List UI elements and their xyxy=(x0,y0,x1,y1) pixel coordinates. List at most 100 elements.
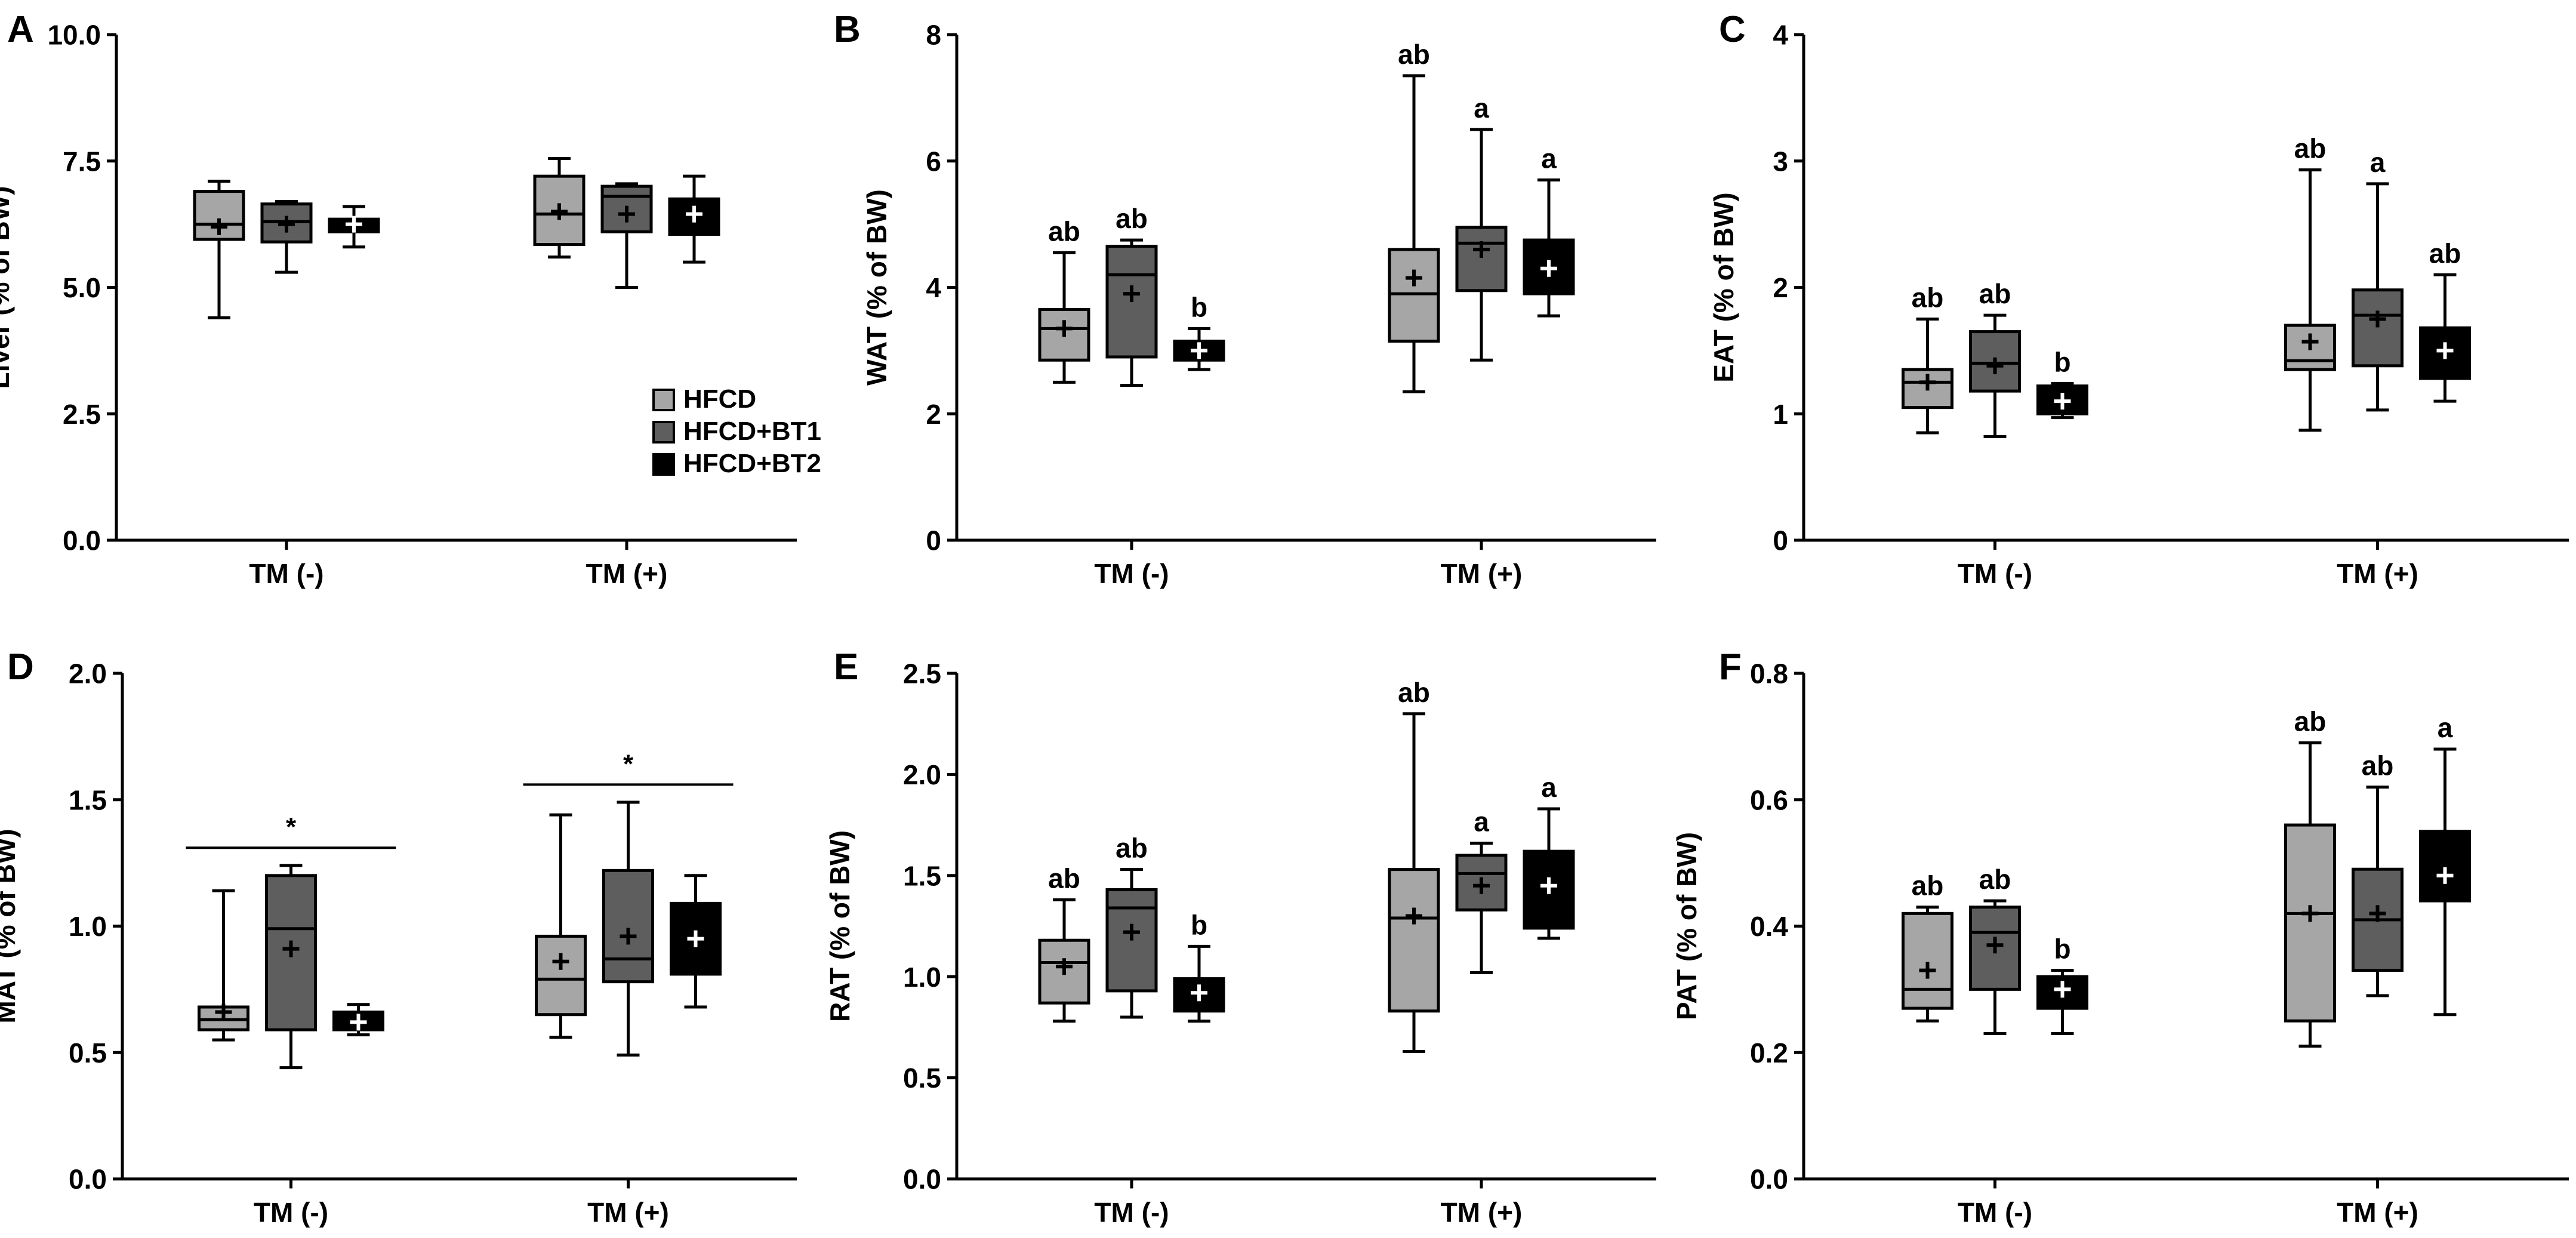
y-tick-label: 2.0 xyxy=(69,658,107,689)
box-hfcd-bt2-tm-pos: ab xyxy=(2419,238,2471,403)
x-tick-label: TM (-) xyxy=(1958,1197,2032,1228)
y-tick-label: 2 xyxy=(926,399,941,430)
x-tick-label: TM (-) xyxy=(1094,1197,1169,1228)
y-tick-label: 0.4 xyxy=(1750,911,1788,942)
significance-letter: a xyxy=(2370,147,2386,178)
box-hfcd-tm-neg: ab xyxy=(1902,282,1953,435)
y-tick-label: 1.5 xyxy=(903,860,941,891)
panel-letter: A xyxy=(7,9,34,50)
y-tick-label: 4 xyxy=(926,272,941,303)
significance-letter: ab xyxy=(1048,215,1080,247)
panel-letter: E xyxy=(834,646,858,688)
box-hfcd-tm-pos: ab xyxy=(1388,39,1440,393)
panel-F: F 0.0 0.2 0.4 0.6 0.8 PAT (% of BW) TM (-) TM (+… xyxy=(1671,646,2569,1228)
box-hfcd-bt1-tm-neg: ab xyxy=(1969,278,2021,438)
box-hfcd-bt2-tm-neg: b xyxy=(1173,909,1225,1023)
box-hfcd-tm-neg: ab xyxy=(1902,870,1953,1023)
box-iqr xyxy=(1388,248,1440,343)
y-tick-label: 2.0 xyxy=(903,759,941,790)
y-tick-label: 0.6 xyxy=(1750,784,1788,815)
box-hfcd-bt1-tm-neg: ab xyxy=(1969,864,2021,1035)
box-iqr xyxy=(1523,238,1575,295)
significance-letter: b xyxy=(2054,346,2070,377)
box-hfcd-tm-pos xyxy=(533,157,586,259)
y-tick-label: 6 xyxy=(926,146,941,177)
significance-letter: ab xyxy=(1398,39,1430,70)
box-hfcd-tm-pos: ab xyxy=(2284,706,2336,1048)
y-tick-label: 2.5 xyxy=(63,399,101,430)
box-hfcd-bt1-tm-pos: a xyxy=(1455,806,1508,974)
panel-A: A 0.0 2.5 5.0 7.5 10.0 Liver (% of BW) TM (-) TM… xyxy=(0,9,821,589)
significance-star: * xyxy=(623,749,634,778)
box-hfcd-tm-neg xyxy=(193,180,245,319)
y-tick-label: 5.0 xyxy=(63,272,101,303)
box-hfcd-bt2-tm-neg: b xyxy=(1173,291,1225,371)
y-tick-label: 0.5 xyxy=(903,1063,941,1094)
significance-letter: ab xyxy=(1048,863,1080,894)
significance-letter: a xyxy=(1541,772,1557,803)
y-tick-label: 10.0 xyxy=(47,20,101,51)
box-hfcd-tm-pos: ab xyxy=(1388,677,1440,1054)
panel-letter: C xyxy=(1719,9,1746,50)
y-tick-label: 3 xyxy=(1773,146,1788,177)
y-tick-label: 2 xyxy=(1773,272,1788,303)
box-hfcd-bt1-tm-neg xyxy=(260,200,313,274)
box-iqr xyxy=(2284,823,2336,1023)
y-tick-label: 1.0 xyxy=(69,911,107,942)
box-iqr xyxy=(1455,226,1508,292)
y-axis-label: RAT (% of BW) xyxy=(824,830,855,1022)
significance-letter: ab xyxy=(1398,677,1430,708)
significance-letter: a xyxy=(1541,143,1557,174)
significance-letter: ab xyxy=(2362,750,2394,781)
panel-letter: B xyxy=(834,9,861,50)
box-hfcd-tm-pos xyxy=(535,813,587,1039)
significance-letter: ab xyxy=(1912,870,1944,901)
box-hfcd-bt1-tm-pos: ab xyxy=(2352,750,2404,997)
significance-letter: ab xyxy=(1116,203,1148,234)
box-hfcd-bt2-tm-pos xyxy=(668,174,720,264)
y-tick-label: 0.0 xyxy=(69,1164,107,1195)
box-hfcd-tm-pos: ab xyxy=(2284,133,2336,432)
legend-label: HFCD+BT2 xyxy=(683,449,821,478)
legend-swatch xyxy=(652,389,675,411)
box-hfcd-bt1-tm-pos: a xyxy=(2352,147,2404,412)
legend-swatch xyxy=(652,421,675,444)
y-tick-label: 2.5 xyxy=(903,658,941,689)
box-iqr xyxy=(535,934,587,1017)
box-hfcd-bt2-tm-neg xyxy=(328,205,380,249)
significance-letter: ab xyxy=(1116,833,1148,864)
y-tick-label: 1.0 xyxy=(903,962,941,993)
box-hfcd-bt1-tm-pos: a xyxy=(1455,93,1508,362)
box-iqr xyxy=(1969,330,2021,393)
box-hfcd-bt2-tm-pos: a xyxy=(1523,143,1575,318)
y-tick-label: 7.5 xyxy=(63,146,101,177)
significance-letter: a xyxy=(2438,712,2453,743)
y-axis-label: WAT (% of BW) xyxy=(861,189,892,386)
box-hfcd-tm-neg: ab xyxy=(1038,215,1090,384)
y-tick-label: 1 xyxy=(1773,399,1788,430)
x-tick-label: TM (+) xyxy=(2337,1197,2418,1228)
box-iqr xyxy=(1388,868,1440,1013)
box-hfcd-tm-neg: ab xyxy=(1038,863,1090,1023)
x-tick-label: TM (-) xyxy=(1094,558,1169,589)
box-iqr xyxy=(2352,288,2404,368)
box-hfcd-bt2-tm-pos: a xyxy=(2419,712,2471,1017)
significance-letter: ab xyxy=(1912,282,1944,313)
panel-D: D 0.0 0.5 1.0 1.5 2.0 MAT (% of BW) TM (-) TM (+… xyxy=(0,646,797,1228)
y-tick-label: 0 xyxy=(1773,525,1788,556)
box-hfcd-bt1-tm-neg xyxy=(265,864,317,1070)
box-hfcd-bt2-tm-neg: b xyxy=(2036,934,2088,1035)
legend-swatch xyxy=(652,453,675,476)
y-tick-label: 0.0 xyxy=(63,525,101,556)
box-iqr xyxy=(2419,830,2471,903)
significance-star: * xyxy=(286,812,297,842)
significance-letter: a xyxy=(1474,806,1489,837)
legend-label: HFCD xyxy=(683,384,756,414)
box-hfcd-bt1-tm-pos xyxy=(600,182,653,289)
y-tick-label: 0.0 xyxy=(903,1164,941,1195)
x-tick-label: TM (+) xyxy=(587,1197,669,1228)
box-hfcd-bt1-tm-neg: ab xyxy=(1105,203,1158,387)
x-tick-label: TM (+) xyxy=(586,558,668,589)
significance-letter: ab xyxy=(1979,864,2011,895)
